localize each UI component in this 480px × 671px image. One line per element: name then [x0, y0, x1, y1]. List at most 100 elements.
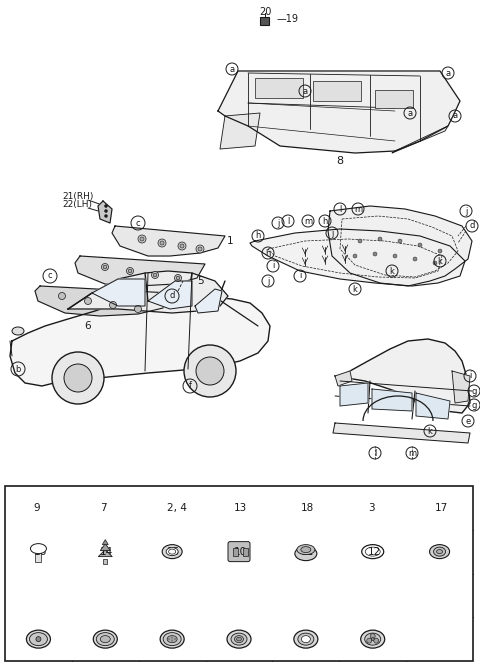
Circle shape: [171, 639, 173, 641]
Circle shape: [175, 274, 181, 282]
Circle shape: [109, 301, 117, 309]
Circle shape: [101, 264, 108, 270]
Bar: [5, 486, 473, 661]
Text: d: d: [222, 503, 228, 513]
Text: 10: 10: [234, 547, 247, 557]
Circle shape: [373, 638, 379, 643]
Text: h: h: [22, 547, 27, 556]
Bar: [36, 552, 41, 562]
Text: a: a: [445, 68, 451, 77]
Ellipse shape: [26, 630, 50, 648]
Circle shape: [84, 297, 92, 305]
Circle shape: [433, 261, 437, 265]
Ellipse shape: [295, 547, 317, 561]
Text: a: a: [22, 503, 27, 513]
Polygon shape: [452, 371, 470, 403]
Text: 9: 9: [34, 503, 40, 513]
Polygon shape: [372, 389, 412, 411]
Text: 6: 6: [84, 321, 91, 331]
Polygon shape: [148, 281, 192, 309]
Circle shape: [36, 637, 41, 641]
Text: e: e: [466, 417, 470, 425]
Text: 22(LH): 22(LH): [62, 201, 92, 209]
Bar: [233, 548, 238, 556]
Text: l: l: [291, 547, 293, 556]
Polygon shape: [416, 393, 450, 419]
Circle shape: [371, 637, 374, 641]
Text: b: b: [89, 503, 94, 513]
Text: k: k: [390, 266, 395, 276]
Circle shape: [370, 633, 375, 639]
Polygon shape: [195, 289, 222, 313]
Polygon shape: [98, 550, 112, 557]
Circle shape: [168, 638, 170, 640]
Text: k: k: [223, 547, 228, 556]
Circle shape: [393, 254, 397, 258]
Polygon shape: [68, 271, 228, 313]
Text: l: l: [287, 217, 289, 225]
Circle shape: [59, 293, 65, 299]
Circle shape: [367, 638, 372, 643]
Text: m: m: [354, 205, 362, 213]
Ellipse shape: [93, 630, 117, 648]
Circle shape: [398, 239, 402, 243]
Circle shape: [378, 237, 382, 241]
Ellipse shape: [298, 633, 314, 645]
Ellipse shape: [167, 635, 177, 643]
Text: —19: —19: [277, 14, 299, 24]
Ellipse shape: [96, 633, 114, 646]
Circle shape: [105, 215, 108, 217]
Text: c: c: [48, 272, 52, 280]
Circle shape: [64, 364, 92, 392]
Ellipse shape: [227, 630, 251, 648]
Text: 17: 17: [434, 503, 448, 513]
Text: 11: 11: [301, 547, 314, 557]
Bar: [103, 559, 108, 564]
Bar: [255, 78, 303, 98]
Circle shape: [160, 241, 164, 245]
Polygon shape: [218, 71, 460, 153]
Ellipse shape: [100, 635, 110, 643]
Circle shape: [103, 265, 107, 269]
Ellipse shape: [162, 545, 182, 559]
Circle shape: [196, 245, 204, 253]
Text: l: l: [374, 448, 376, 458]
Ellipse shape: [294, 630, 318, 648]
Text: 21(RH): 21(RH): [62, 193, 94, 201]
Bar: [260, 17, 269, 25]
Circle shape: [353, 254, 357, 258]
Circle shape: [180, 244, 184, 248]
Polygon shape: [98, 201, 112, 223]
Polygon shape: [220, 113, 260, 149]
Bar: [375, 90, 413, 108]
Text: g: g: [471, 401, 477, 409]
Circle shape: [158, 239, 166, 247]
Bar: [243, 548, 248, 556]
Text: a: a: [453, 111, 457, 121]
Text: 5: 5: [197, 276, 204, 286]
Polygon shape: [75, 256, 205, 286]
Text: 18: 18: [301, 503, 314, 513]
Circle shape: [153, 273, 157, 277]
Ellipse shape: [231, 633, 247, 645]
Circle shape: [140, 237, 144, 241]
Polygon shape: [250, 229, 465, 286]
Text: 8: 8: [336, 156, 344, 166]
Text: k: k: [353, 285, 358, 293]
Polygon shape: [100, 544, 110, 551]
Text: f: f: [189, 382, 192, 391]
Ellipse shape: [297, 545, 315, 555]
Text: h: h: [265, 248, 271, 258]
Ellipse shape: [437, 550, 443, 554]
Circle shape: [171, 637, 173, 639]
Text: i: i: [272, 262, 274, 270]
Polygon shape: [102, 539, 108, 545]
Text: i: i: [299, 272, 301, 280]
Text: a: a: [229, 64, 235, 74]
Polygon shape: [10, 297, 270, 386]
Ellipse shape: [301, 547, 311, 553]
Ellipse shape: [160, 630, 184, 648]
Ellipse shape: [365, 633, 381, 645]
Ellipse shape: [237, 637, 241, 641]
Polygon shape: [392, 126, 448, 153]
